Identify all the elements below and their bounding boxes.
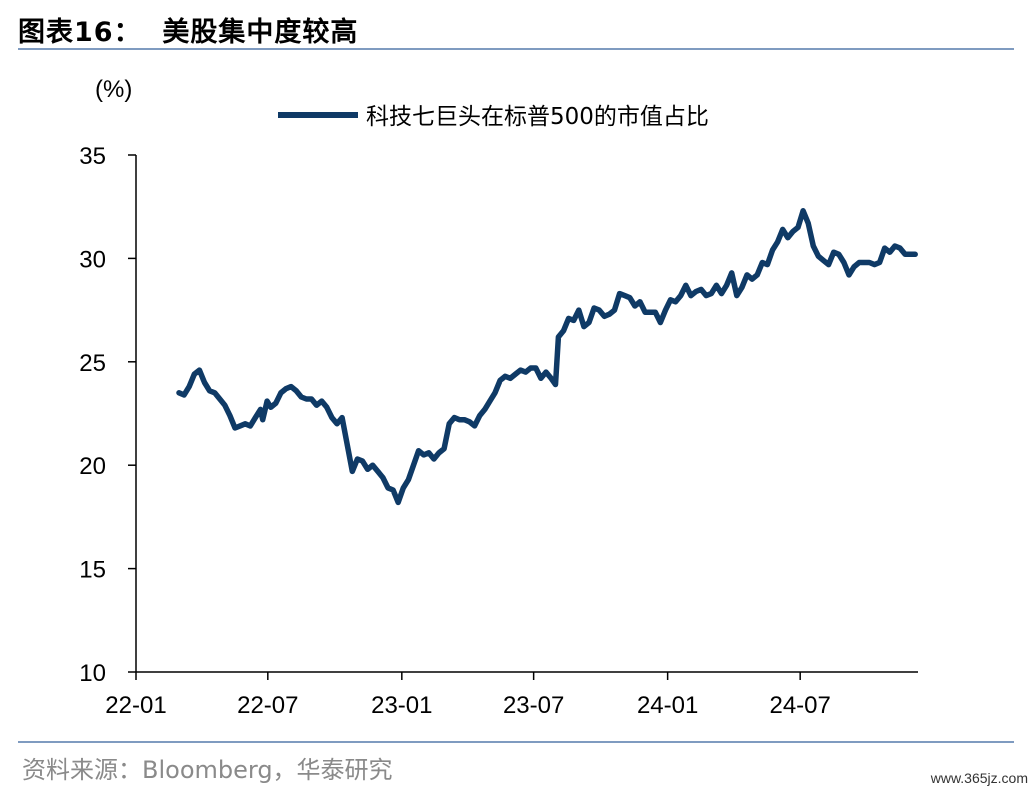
series-group	[176, 208, 918, 506]
x-tick-label: 22-07	[237, 692, 298, 719]
y-tick-label: 15	[79, 557, 106, 584]
y-tick-label: 10	[79, 660, 106, 687]
legend-label: 科技七巨头在标普500的市值占比	[366, 104, 709, 130]
x-tick-label: 24-07	[769, 692, 830, 719]
y-tick-label: 20	[79, 453, 106, 480]
figure-title: 图表16： 美股集中度较高	[18, 17, 359, 48]
y-tick-label: 35	[79, 143, 106, 170]
y-tick-label: 25	[79, 350, 106, 377]
chart-legend: 科技七巨头在标普500的市值占比	[278, 104, 709, 130]
x-tick-label: 23-01	[371, 692, 432, 719]
line-chart: 10 15 20 25 30 35 22-01 22-07 23-01 23-07 24-01 24-…	[79, 76, 918, 719]
watermark: www.365jz.com	[930, 770, 1028, 786]
source-note: 资料来源：Bloomberg，华泰研究	[22, 756, 393, 784]
x-tick-label: 22-01	[105, 692, 166, 719]
x-tick-label: 23-07	[503, 692, 564, 719]
x-tick-label: 24-01	[637, 692, 698, 719]
footer-divider	[18, 741, 1014, 743]
y-axis-unit-label: (%)	[95, 76, 132, 103]
series-line-0	[176, 208, 918, 506]
y-tick-label: 30	[79, 246, 106, 273]
chart-axes: 10 15 20 25 30 35 22-01 22-07 23-01 23-07 24-01 24-…	[79, 143, 918, 719]
title-divider	[18, 48, 1014, 50]
